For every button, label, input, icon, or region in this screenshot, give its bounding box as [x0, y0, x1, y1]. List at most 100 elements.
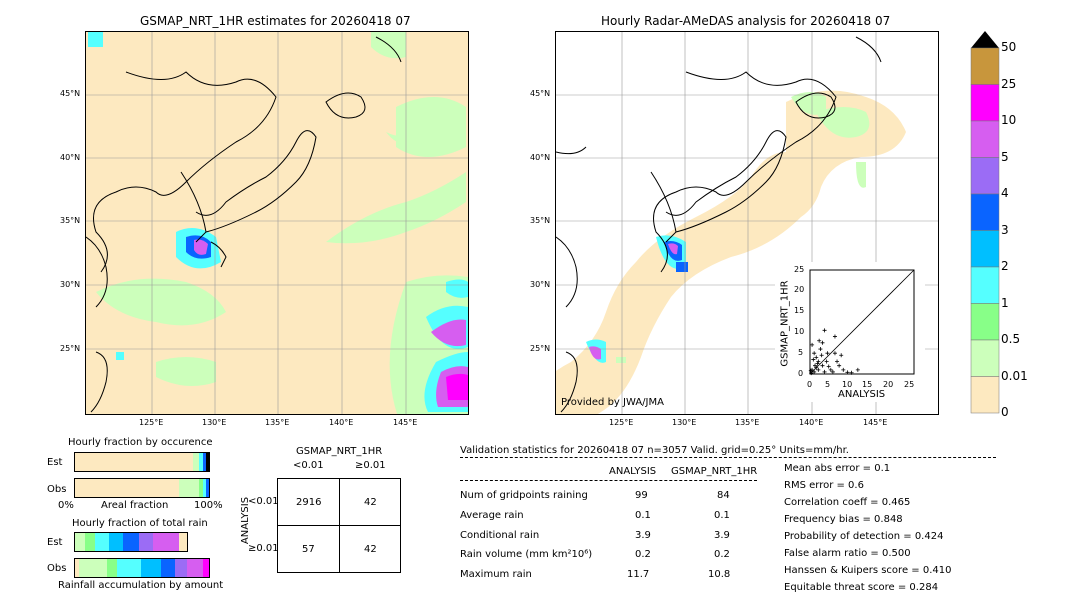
scatter-point	[822, 369, 827, 374]
score-line: False alarm ratio = 0.500	[784, 548, 911, 559]
colorbar-canvas	[970, 31, 1000, 414]
scatter-tick-x: 15	[862, 380, 873, 389]
scatter-tick-y: 0	[798, 369, 804, 378]
total-rain-bar-obs	[74, 558, 210, 578]
left-map-lat-label: 35°N	[60, 216, 81, 225]
right-map-rain	[556, 90, 906, 414]
occurrence-x-left: 0%	[58, 500, 74, 511]
left-map-lon-label: 135°E	[265, 418, 290, 427]
scatter-point	[837, 363, 842, 368]
right-map-lon-label: 135°E	[735, 418, 760, 427]
left-map-lat-label: 25°N	[60, 344, 81, 353]
right-map-title: Hourly Radar-AMeDAS analysis for 2026041…	[601, 14, 891, 28]
scatter-point	[820, 363, 825, 368]
contingency-table: 2916 42 57 42	[277, 478, 401, 573]
right-map-lat-label: 40°N	[530, 153, 551, 162]
colorbar	[970, 30, 1000, 415]
occurrence-x-mid: Areal fraction	[101, 500, 169, 511]
colorbar-segment	[970, 339, 1000, 377]
left-map-title: GSMAP_NRT_1HR estimates for 20260418 07	[140, 14, 411, 28]
total-rain-row-obs: Obs	[47, 563, 67, 574]
scatter-point	[819, 353, 824, 358]
colorbar-segment	[970, 84, 1000, 122]
validation-row-analysis: 0.1	[635, 510, 651, 521]
scatter-point	[828, 367, 833, 372]
scatter-tick-x: 5	[825, 380, 831, 389]
colorbar-level-label: 0	[1001, 405, 1009, 419]
score-line: RMS error = 0.6	[784, 480, 864, 491]
contingency-col-label: ≥0.01	[355, 460, 386, 471]
right-map-lat-label: 45°N	[530, 89, 551, 98]
contingency-cell: 42	[364, 544, 377, 555]
scatter-point	[824, 359, 829, 364]
contingency-row-label: <0.01	[248, 496, 279, 507]
right-map-lon-label: 145°E	[863, 418, 888, 427]
occurrence-x-right: 100%	[194, 500, 223, 511]
contingency-row-label: ≥0.01	[248, 543, 279, 554]
scatter-point	[815, 361, 820, 366]
score-line: Frequency bias = 0.848	[784, 514, 903, 525]
colorbar-segment	[970, 157, 1000, 195]
scatter-point	[820, 340, 825, 345]
scatter-point	[849, 370, 854, 375]
right-map	[555, 31, 939, 415]
contingency-col-label: <0.01	[293, 460, 324, 471]
left-map-lat-label: 40°N	[60, 153, 81, 162]
left-map-grid	[86, 32, 468, 414]
scatter-tick-y: 20	[794, 285, 805, 294]
score-line: Equitable threat score = 0.284	[784, 582, 939, 593]
right-map-lon-label: 130°E	[672, 418, 697, 427]
colorbar-segment	[970, 47, 1000, 85]
scatter-point	[812, 351, 817, 356]
scatter-tick-y: 25	[794, 265, 805, 274]
scatter-point	[845, 370, 850, 375]
validation-row-gsmap: 84	[717, 490, 730, 501]
scatter-point	[835, 359, 840, 364]
colorbar-level-label: 2	[1001, 259, 1009, 273]
provided-by-label: Provided by JWA/JMA	[561, 397, 664, 408]
total-rain-title: Hourly fraction of total rain	[72, 518, 208, 529]
validation-row-gsmap: 0.2	[714, 549, 730, 560]
colorbar-level-label: 0.5	[1001, 332, 1021, 346]
scatter-point	[822, 328, 827, 333]
scatter-plot	[775, 262, 925, 402]
scatter-point	[826, 364, 831, 369]
contingency-cell: 2916	[296, 497, 322, 508]
scatter-point	[839, 353, 844, 358]
right-map-lon-label: 125°E	[609, 418, 634, 427]
scatter-tick-x: 0	[807, 380, 813, 389]
right-map-lat-label: 35°N	[530, 216, 551, 225]
contingency-cell: 42	[364, 497, 377, 508]
scatter-ylabel: GSMAP_NRT_1HR	[779, 280, 791, 367]
left-map-lon-label: 130°E	[202, 418, 227, 427]
validation-row-gsmap: 10.8	[708, 569, 731, 580]
scatter-diagonal	[809, 269, 915, 375]
colorbar-level-label: 10	[1001, 113, 1017, 127]
colorbar-segment	[970, 230, 1000, 268]
scatter-xlabel: ANALYSIS	[838, 389, 886, 400]
occurrence-title: Hourly fraction by occurence	[68, 437, 213, 448]
left-map-lon-label: 140°E	[329, 418, 354, 427]
left-map-canvas	[86, 32, 468, 414]
left-map-lat-label: 30°N	[60, 280, 81, 289]
colorbar-segment	[970, 376, 1000, 414]
left-map-rain	[88, 32, 468, 414]
validation-row-analysis: 11.7	[627, 569, 650, 580]
scatter-point	[812, 363, 817, 368]
scatter-tick-x: 25	[904, 380, 915, 389]
scatter-tick-y: 5	[798, 348, 804, 357]
score-line: Correlation coeff = 0.465	[784, 497, 911, 508]
scatter-point	[814, 355, 819, 360]
right-map-coastline	[556, 36, 882, 413]
total-rain-bar-est	[74, 532, 188, 552]
left-map	[85, 31, 469, 415]
colorbar-segment	[970, 193, 1000, 231]
validation-header-rule	[460, 457, 996, 458]
scatter-point	[810, 342, 815, 347]
validation-col-gsmap: GSMAP_NRT_1HR	[671, 466, 758, 477]
right-map-lat-label: 25°N	[530, 344, 551, 353]
validation-header: Validation statistics for 20260418 07 n=…	[460, 445, 849, 456]
left-map-lon-label: 145°E	[393, 418, 418, 427]
scatter-point	[830, 369, 835, 374]
scatter-tick-x: 20	[883, 380, 894, 389]
